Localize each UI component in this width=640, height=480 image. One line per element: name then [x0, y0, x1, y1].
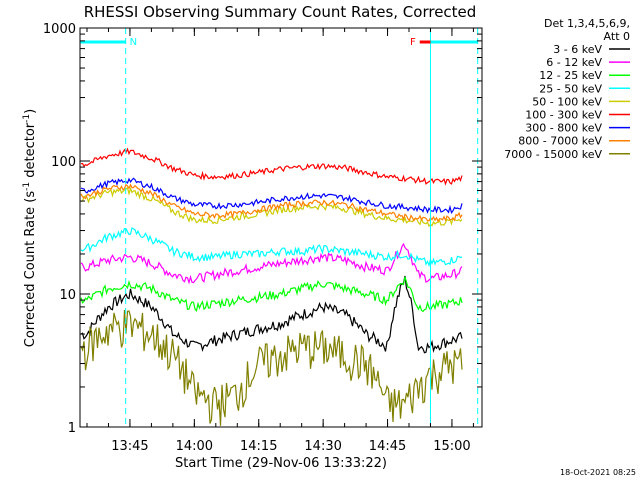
series-line-1 [80, 275, 463, 354]
y-tick-label-1: 1 [68, 421, 76, 436]
x-axis: 13:45 14:00 14:15 14:30 14:45 15:00 [86, 28, 474, 454]
legend-label-7: 300 - 800 keV [525, 122, 602, 135]
legend-label-8: 800 - 7000 keV [518, 135, 602, 148]
series-line-8 [80, 183, 463, 223]
legend-label-9: 7000 - 15000 keV [504, 148, 602, 161]
legend-label-3: 12 - 25 keV [539, 69, 602, 82]
y-axis-label-end: ) [23, 109, 38, 114]
y-axis: 1 10 100 1000 [43, 22, 482, 436]
y-axis-label-mid: detector [23, 122, 38, 182]
x-tick-label-6: 15:00 [433, 439, 470, 454]
series-line-5 [80, 186, 463, 228]
y-tick-label-2: 10 [59, 288, 76, 303]
flag-label-2: F [410, 37, 416, 48]
series-line-6 [80, 147, 463, 186]
series-line-4 [80, 227, 463, 268]
legend-header-line2: Att 0 [604, 30, 630, 43]
x-axis-label: Start Time (29-Nov-06 13:33:22) [175, 456, 387, 471]
y-axis-label-main: Corrected Count Rate (s [23, 191, 38, 348]
series-line-9 [80, 309, 463, 426]
x-tick-label-2: 14:00 [176, 439, 213, 454]
y-axis-label: Corrected Count Rate (s-1 detector-1) [22, 109, 38, 347]
y-axis-label-sup1: -1 [22, 182, 32, 191]
plot-frame [79, 27, 483, 428]
chart-title: RHESSI Observing Summary Count Rates, Co… [84, 3, 477, 21]
x-tick-label-5: 14:45 [369, 439, 406, 454]
legend-label-4: 25 - 50 keV [539, 82, 602, 95]
y-tick-label-3: 100 [51, 155, 76, 170]
legend-label-2: 6 - 12 keV [546, 56, 602, 69]
legend-label-1: 3 - 6 keV [553, 43, 602, 56]
legend-header-line1: Det 1,3,4,5,6,9, [544, 17, 630, 30]
series-line-3 [80, 276, 463, 313]
y-tick-label-4: 1000 [43, 22, 76, 37]
x-tick-label-3: 14:15 [240, 439, 277, 454]
flag-label-1: N [130, 37, 137, 48]
y-axis-label-sup2: -1 [22, 114, 32, 123]
series-line-7 [80, 177, 463, 215]
x-tick-label-4: 14:30 [304, 439, 341, 454]
legend-label-5: 50 - 100 keV [532, 95, 602, 108]
legend-label-6: 100 - 300 keV [525, 109, 602, 122]
x-tick-label-1: 13:45 [111, 439, 148, 454]
footer-timestamp: 18-Oct-2021 08:25 [560, 468, 636, 477]
series-layer [80, 147, 463, 426]
